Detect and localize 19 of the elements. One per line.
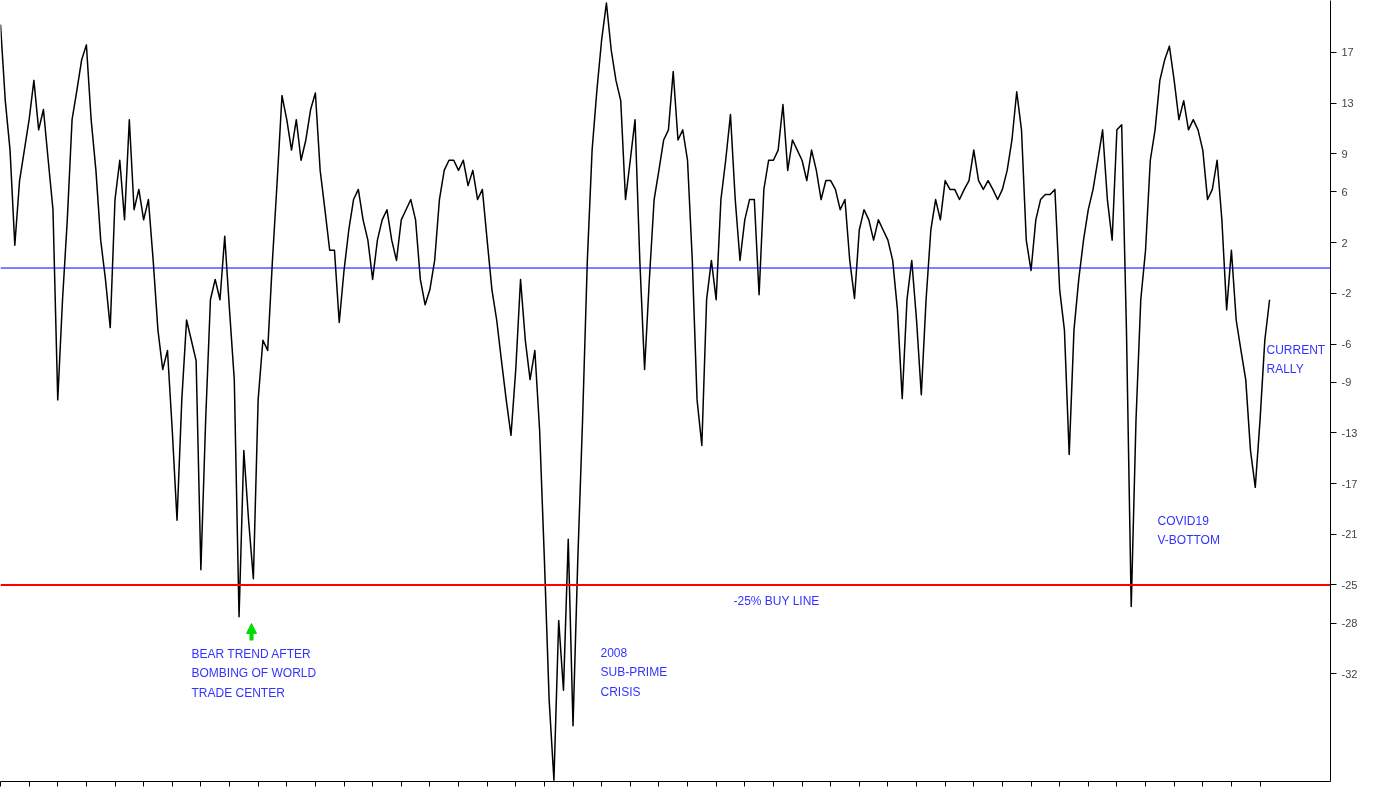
annotation: BEAR TREND AFTER BOMBING OF WORLD TRADE CENTER [191, 646, 317, 700]
annotation: COVID19 V-BOTTOM [1157, 513, 1220, 548]
y-tick-label: -25 [1341, 578, 1358, 591]
y-tick-label: 2 [1341, 236, 1348, 249]
annotation: CURRENT RALLY [1266, 342, 1326, 377]
y-tick-label: 17 [1341, 46, 1354, 59]
y-tick-label: -28 [1341, 617, 1358, 630]
y-tick-label: 6 [1341, 185, 1348, 198]
y-tick-label: -9 [1341, 376, 1352, 389]
y-tick-label: -13 [1341, 426, 1358, 439]
y-tick-label: -6 [1341, 338, 1352, 351]
ref-line-label: -25% BUY LINE [733, 593, 820, 608]
annotation: 2008 SUB-PRIME CRISIS [600, 645, 668, 699]
y-tick-label: -21 [1341, 528, 1358, 541]
y-tick-label: 13 [1341, 97, 1354, 110]
y-tick-label: -2 [1341, 287, 1352, 300]
y-tick-label: -32 [1341, 667, 1358, 680]
y-tick-label: 9 [1341, 147, 1348, 160]
y-tick-label: -17 [1341, 477, 1358, 490]
